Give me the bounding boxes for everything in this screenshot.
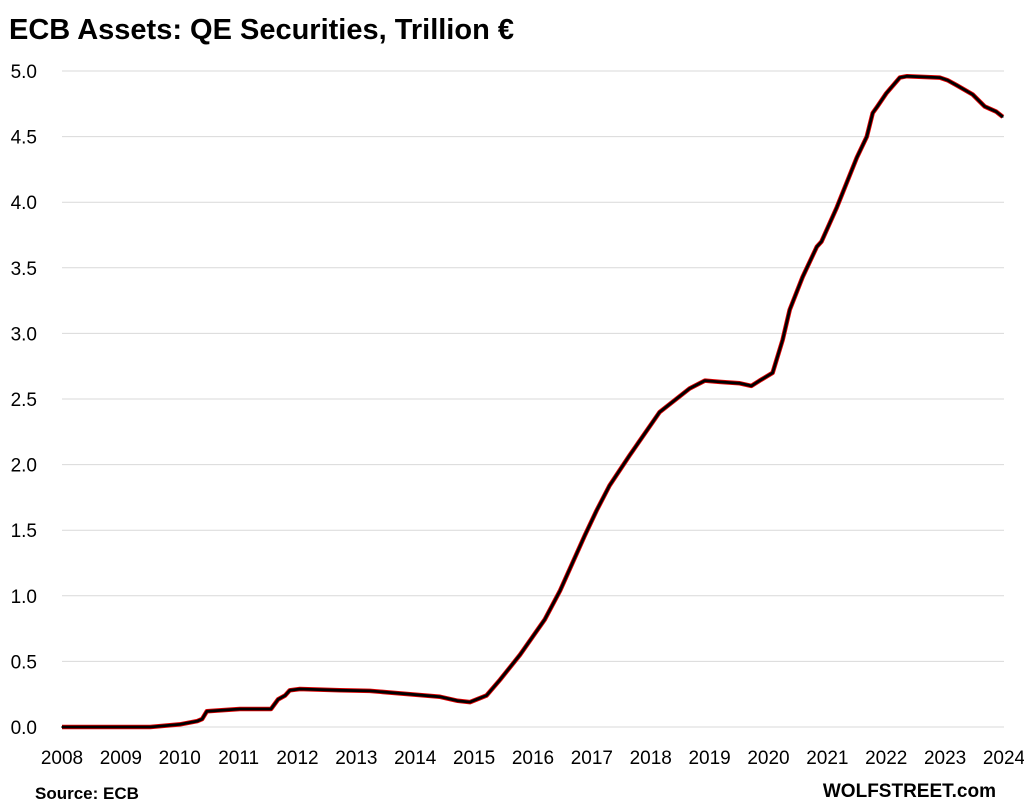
data-point <box>339 689 341 692</box>
data-point <box>1002 116 1004 118</box>
data-point <box>738 382 741 385</box>
x-tick-label: 2018 <box>630 748 672 769</box>
y-tick-label: 1.5 <box>11 521 37 542</box>
y-tick-label: 2.0 <box>11 456 37 477</box>
data-point <box>718 381 721 383</box>
data-point <box>456 699 459 702</box>
y-tick-label: 0.0 <box>11 718 37 739</box>
y-tick-label: 4.0 <box>11 193 37 214</box>
x-tick-label: 2020 <box>747 748 789 769</box>
x-tick-label: 2019 <box>688 748 730 769</box>
data-point <box>876 105 879 108</box>
data-point <box>485 694 488 697</box>
data-point <box>898 76 901 79</box>
y-tick-label: 1.0 <box>11 587 37 608</box>
source-note: Source: ECB <box>35 784 139 803</box>
data-point <box>196 720 199 722</box>
data-point <box>885 92 888 95</box>
data-point <box>239 708 241 710</box>
data-point <box>820 240 823 243</box>
data-point <box>289 689 291 692</box>
data-point <box>595 509 598 512</box>
data-point <box>846 181 848 184</box>
data-point <box>771 371 774 374</box>
x-tick-label: 2017 <box>571 748 613 769</box>
data-point <box>704 379 706 382</box>
x-tick-label: 2014 <box>394 748 437 769</box>
data-point <box>178 723 181 726</box>
series-line <box>62 74 1004 729</box>
x-tick-label: 2009 <box>100 748 142 769</box>
brand-watermark: WOLFSTREET.com <box>822 781 996 802</box>
data-point <box>906 75 908 78</box>
series-line-shadow <box>62 73 1005 730</box>
data-point <box>856 156 858 159</box>
data-point <box>815 246 818 248</box>
data-point <box>543 618 546 621</box>
data-point <box>201 718 203 720</box>
data-point <box>270 708 272 710</box>
x-tick-label: 2021 <box>806 748 848 769</box>
y-tick-label: 3.5 <box>11 259 37 280</box>
data-point <box>788 308 791 311</box>
x-tick-label: 2013 <box>335 748 377 769</box>
data-point <box>750 385 753 387</box>
chart-title: ECB Assets: QE Securities, Trillion € <box>9 14 514 46</box>
data-point <box>369 690 371 692</box>
data-point <box>149 726 152 728</box>
data-point <box>866 135 868 138</box>
data-point <box>995 110 998 113</box>
data-point <box>801 276 804 278</box>
data-point <box>559 589 561 592</box>
x-tick-label: 2011 <box>218 748 259 769</box>
data-point <box>499 678 501 681</box>
data-point <box>628 454 631 457</box>
data-point <box>939 76 941 79</box>
data-point <box>439 696 441 698</box>
data-point <box>206 710 208 713</box>
data-point <box>658 411 661 413</box>
data-point <box>479 697 481 699</box>
y-tick-label: 3.0 <box>11 324 37 345</box>
data-point <box>277 698 279 701</box>
data-point <box>299 688 301 690</box>
data-point <box>688 387 691 390</box>
data-point <box>584 534 586 537</box>
x-tick-label: 2023 <box>924 748 966 769</box>
y-tick-label: 5.0 <box>11 62 37 83</box>
data-point <box>758 379 761 382</box>
data-point <box>284 694 286 697</box>
x-tick-label: 2016 <box>512 748 554 769</box>
x-tick-label: 2008 <box>41 748 83 769</box>
x-tick-label: 2015 <box>453 748 495 769</box>
x-tick-label: 2012 <box>276 748 318 769</box>
data-point <box>519 654 521 656</box>
y-tick-label: 2.5 <box>11 390 37 411</box>
data-point <box>956 84 958 87</box>
data-point <box>835 206 838 209</box>
data-point <box>409 693 411 695</box>
data-point <box>971 93 974 96</box>
x-tick-label: 2024 <box>983 748 1024 769</box>
data-point <box>871 112 874 114</box>
data-point <box>61 726 63 728</box>
x-tick-label: 2010 <box>159 748 201 769</box>
data-point <box>469 701 471 703</box>
y-tick-label: 4.5 <box>11 128 37 149</box>
data-point <box>946 79 949 81</box>
data-point <box>781 339 784 341</box>
x-tick-label: 2022 <box>865 748 907 769</box>
data-point <box>608 484 611 487</box>
y-tick-label: 0.5 <box>11 652 37 673</box>
data-point <box>983 105 986 108</box>
